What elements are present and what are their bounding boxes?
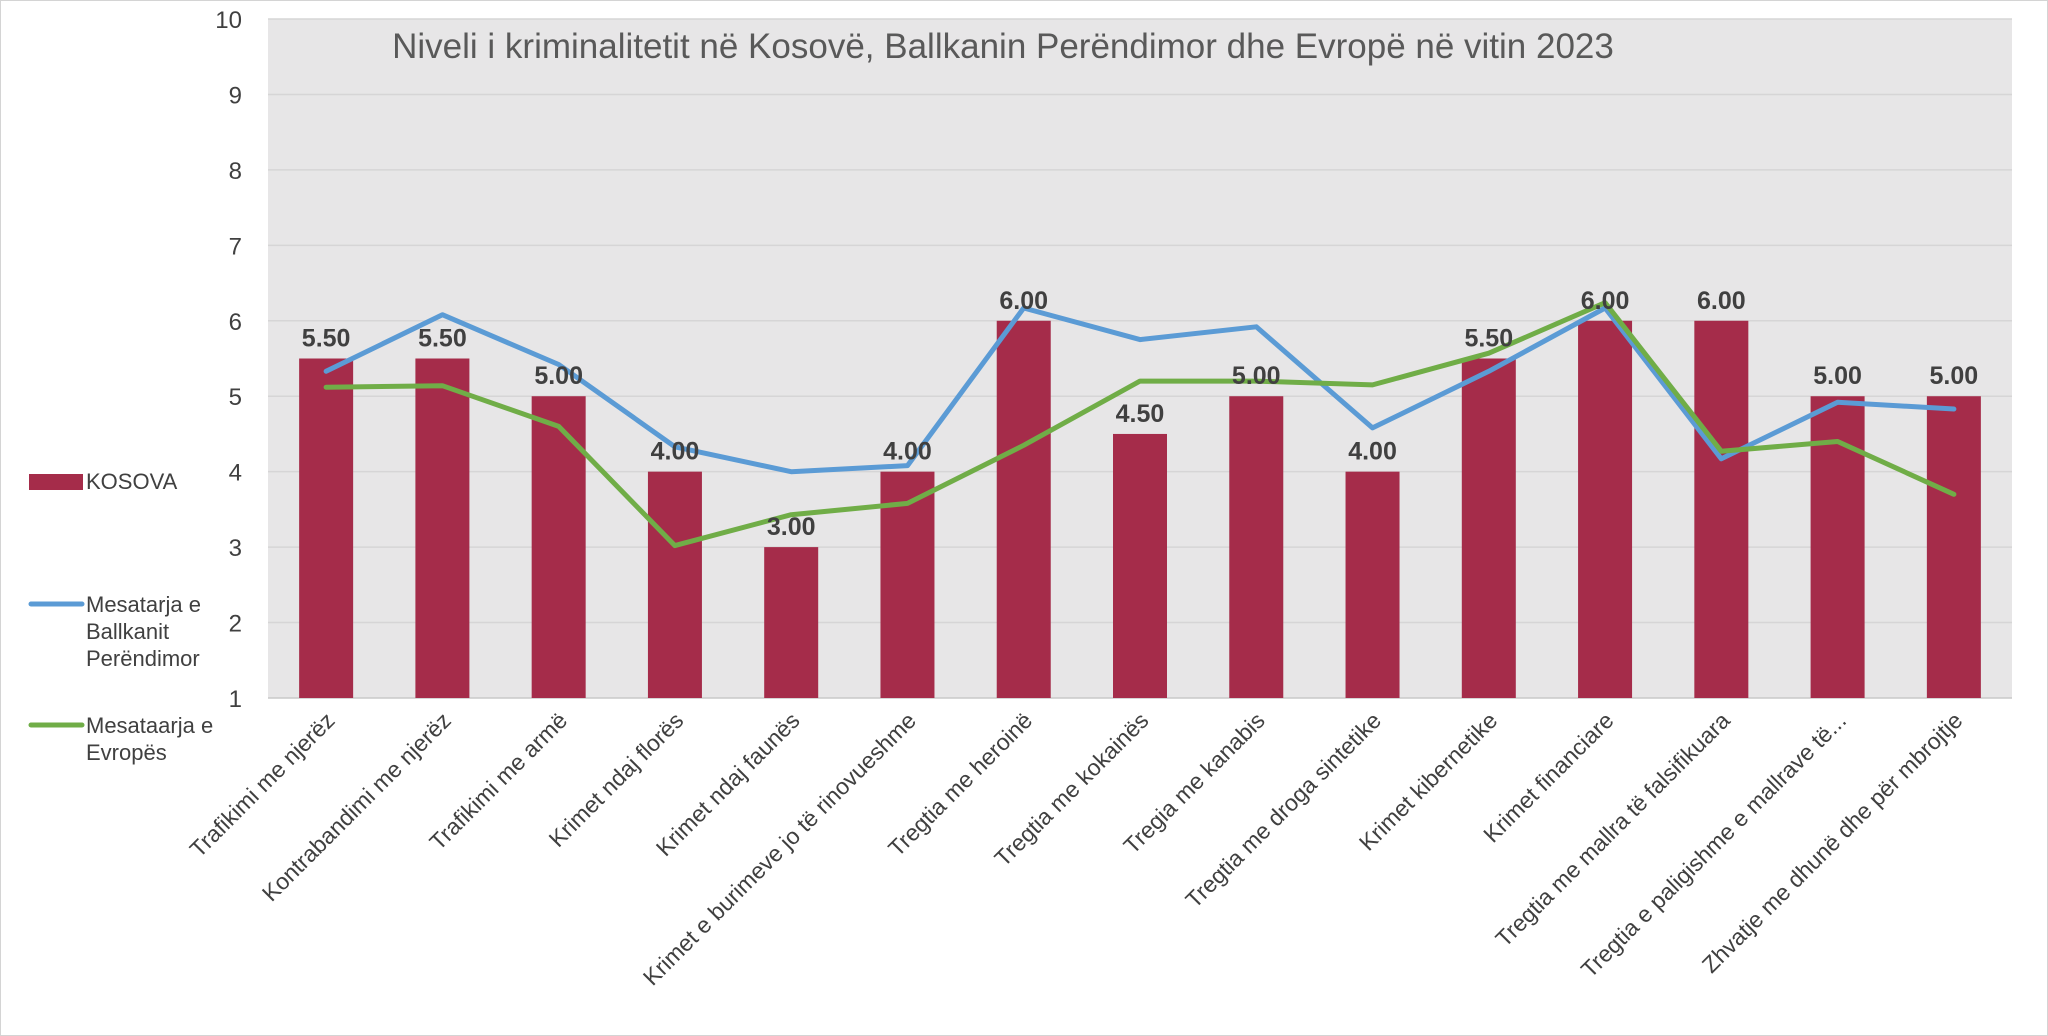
bar	[880, 471, 935, 698]
legend-label-line: Mesataarja e Evropës	[86, 713, 213, 765]
bar	[764, 547, 819, 698]
bar	[1113, 433, 1167, 698]
line-series-1	[323, 305, 1957, 475]
x-tick-label: Zhvatje me dhunë dhe për mbrojtje	[1697, 707, 1968, 978]
data-label: 4.00	[651, 438, 700, 466]
data-label: 3.00	[767, 513, 816, 541]
bar-series	[299, 320, 1981, 698]
data-label: 5.00	[1813, 362, 1862, 390]
data-label: 5.50	[1464, 325, 1513, 353]
bar	[996, 320, 1051, 698]
data-label: 5.00	[534, 362, 583, 390]
y-tick-label: 6	[229, 309, 242, 336]
data-label: 5.50	[302, 325, 351, 353]
bar	[299, 358, 354, 698]
data-labels: 5.50 5.50 5.00 4.00 3.00 4.00 6.00 4.50 5.00 4.00…	[302, 287, 1978, 541]
legend-swatch-kosova	[29, 474, 83, 490]
legend-label-line: Mesatarja e Ballkanit Perëndimor	[86, 592, 201, 671]
y-tick-label: 3	[229, 535, 242, 562]
data-label: 5.00	[1930, 362, 1979, 390]
bar	[415, 358, 470, 698]
bar	[1810, 396, 1865, 698]
y-tick-label: 9	[229, 82, 242, 109]
data-label: 4.00	[1348, 438, 1397, 466]
data-label: 6.00	[1697, 287, 1746, 315]
y-axis-ticks: 1 2 3 4 5 6 7 8 9 10	[215, 7, 242, 713]
y-tick-label: 2	[229, 611, 242, 638]
data-label: 5.00	[1232, 362, 1281, 390]
line-series-2	[323, 300, 1957, 549]
bar	[1926, 396, 1981, 698]
data-label: 4.50	[1116, 400, 1165, 428]
bar	[1578, 320, 1633, 698]
x-tick-label: Tregtia e paligishme e mallrave të...	[1576, 707, 1851, 982]
data-label: 4.00	[883, 438, 932, 466]
y-tick-label: 4	[229, 460, 242, 487]
data-label: 6.00	[999, 287, 1048, 315]
bar	[1461, 358, 1516, 698]
bar	[1345, 471, 1400, 698]
x-tick-label: Tregtia me mallra të falsifikuara	[1490, 707, 1735, 952]
y-tick-label: 7	[229, 233, 242, 260]
legend-label-kosova: KOSOVA	[86, 469, 178, 494]
bar	[1694, 320, 1749, 698]
y-tick-label: 1	[229, 686, 242, 713]
x-tick-label: Tregtia me droga sintetike	[1180, 707, 1386, 913]
bar	[1229, 396, 1284, 698]
data-label: 6.00	[1581, 287, 1630, 315]
line-series	[323, 300, 1957, 549]
chart-title: Niveli i kriminalitetit në Kosovë, Ballk…	[392, 27, 1614, 66]
y-tick-label: 8	[229, 158, 242, 185]
bar	[531, 396, 586, 698]
y-tick-label: 5	[229, 384, 242, 411]
legend: KOSOVA Mesatarja e Ballkanit Perëndimor Mesa…	[28, 469, 213, 765]
data-label: 5.50	[418, 325, 467, 353]
y-tick-label: 10	[215, 7, 242, 34]
x-tick-label: Kontrabandimi me njerëz	[257, 707, 456, 906]
bar	[647, 471, 702, 698]
